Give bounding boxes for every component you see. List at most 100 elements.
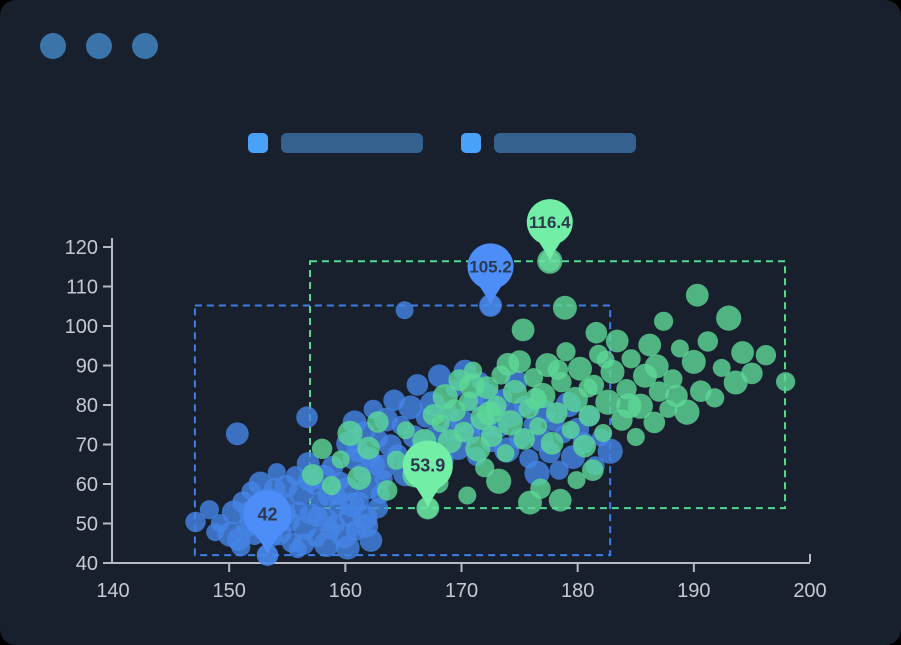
scatter-point[interactable] xyxy=(548,488,572,512)
scatter-point[interactable] xyxy=(335,535,360,560)
scatter-point[interactable] xyxy=(552,295,577,320)
legend-item-1[interactable] xyxy=(248,133,423,153)
scatter-point[interactable] xyxy=(731,341,754,364)
scatter-point[interactable] xyxy=(681,349,706,374)
scatter-point[interactable] xyxy=(621,349,641,369)
scatter-point[interactable] xyxy=(321,476,341,496)
scatter-point[interactable] xyxy=(597,438,623,464)
series-green-region xyxy=(309,260,787,510)
scatter-point[interactable] xyxy=(578,378,598,398)
scatter-point[interactable] xyxy=(540,431,564,455)
scatter-point[interactable] xyxy=(453,421,474,443)
scatter-point[interactable] xyxy=(594,424,613,442)
scatter-point[interactable] xyxy=(654,311,674,331)
scatter-point[interactable] xyxy=(595,389,621,415)
scatter-point[interactable] xyxy=(616,393,642,419)
scatter-point[interactable] xyxy=(568,356,592,381)
scatter-point[interactable] xyxy=(549,460,569,480)
scatter-point[interactable] xyxy=(523,368,544,388)
y-tick-label: 60 xyxy=(76,474,98,496)
scatter-point[interactable] xyxy=(367,411,389,433)
scatter-point[interactable] xyxy=(347,466,372,491)
scatter-point[interactable] xyxy=(712,358,731,377)
scatter-point[interactable] xyxy=(396,421,415,440)
window-dot-2[interactable] xyxy=(86,33,112,59)
scatter-point[interactable] xyxy=(422,404,445,426)
scatter-point[interactable] xyxy=(428,364,451,388)
scatter-point[interactable] xyxy=(573,434,596,458)
scatter-point[interactable] xyxy=(741,362,763,385)
scatter-point[interactable] xyxy=(547,359,569,380)
scatter-point[interactable] xyxy=(406,374,429,396)
scatter-point[interactable] xyxy=(578,404,601,427)
scatter-point[interactable] xyxy=(582,459,604,482)
scatter-point[interactable] xyxy=(357,436,380,460)
scatter-point[interactable] xyxy=(502,380,527,404)
scatter-point[interactable] xyxy=(395,301,414,320)
scatter-point[interactable] xyxy=(705,388,725,408)
scatter-point[interactable] xyxy=(311,438,333,459)
scatter-point[interactable] xyxy=(496,444,515,463)
scatter-point[interactable] xyxy=(546,402,568,424)
scatter-point[interactable] xyxy=(231,537,251,557)
scatter-point[interactable] xyxy=(529,417,548,436)
scatter-point[interactable] xyxy=(596,350,615,369)
scatter-point[interactable] xyxy=(685,283,709,307)
scatter-point[interactable] xyxy=(480,425,503,448)
scatter-point[interactable] xyxy=(567,471,586,490)
series-green-annotation-pin: 116.4 xyxy=(526,199,573,272)
scatter-point[interactable] xyxy=(302,464,324,486)
scatter-point[interactable] xyxy=(314,531,340,558)
x-tick-label: 190 xyxy=(677,580,710,602)
scatter-point[interactable] xyxy=(626,428,645,446)
scatter-point[interactable] xyxy=(288,540,307,559)
scatter-point[interactable] xyxy=(605,329,629,353)
scatter-point[interactable] xyxy=(486,468,512,494)
window-dot-1[interactable] xyxy=(40,33,66,59)
scatter-point[interactable] xyxy=(556,342,576,362)
pin-bulb-icon xyxy=(243,490,292,539)
scatter-point[interactable] xyxy=(496,352,520,376)
scatter-point[interactable] xyxy=(561,420,580,439)
scatter-point[interactable] xyxy=(225,422,249,446)
scatter-point[interactable] xyxy=(386,450,406,470)
window-dot-3[interactable] xyxy=(132,33,158,59)
x-tick-label: 170 xyxy=(445,580,478,602)
scatter-point[interactable] xyxy=(525,387,547,410)
scatter-point[interactable] xyxy=(477,401,502,426)
scatter-point[interactable] xyxy=(643,411,666,434)
scatter-point[interactable] xyxy=(755,345,777,366)
scatter-point[interactable] xyxy=(199,500,219,520)
scatter-point[interactable] xyxy=(475,458,495,478)
scatter-point[interactable] xyxy=(398,395,423,420)
scatter-point[interactable] xyxy=(458,486,477,505)
scatter-point[interactable] xyxy=(185,511,206,533)
scatter-point[interactable] xyxy=(670,339,689,358)
scatter-point[interactable] xyxy=(513,428,535,450)
scatter-point[interactable] xyxy=(206,523,225,542)
scatter-point[interactable] xyxy=(663,369,683,389)
y-tick-label: 90 xyxy=(76,356,98,378)
scatter-point[interactable] xyxy=(307,506,328,527)
scatter-point[interactable] xyxy=(339,492,365,518)
scatter-point[interactable] xyxy=(354,513,379,538)
x-tick-label: 150 xyxy=(212,580,245,602)
scatter-point[interactable] xyxy=(776,372,796,392)
scatter-point[interactable] xyxy=(459,373,485,399)
scatter-point[interactable] xyxy=(530,478,551,499)
scatter-point[interactable] xyxy=(674,399,700,425)
scatter-point[interactable] xyxy=(296,406,318,429)
scatter-point[interactable] xyxy=(716,305,742,331)
scatter-point[interactable] xyxy=(585,321,608,344)
scatter-point[interactable] xyxy=(644,354,669,379)
scatter-point[interactable] xyxy=(638,333,662,357)
scatter-point[interactable] xyxy=(337,420,363,446)
scatter-point[interactable] xyxy=(511,318,535,342)
scatter-point[interactable] xyxy=(377,480,398,501)
scatter-point[interactable] xyxy=(497,410,523,436)
legend-item-2[interactable] xyxy=(461,133,636,153)
scatter-point[interactable] xyxy=(331,450,350,469)
scatter-point[interactable] xyxy=(697,331,718,352)
scatter-point[interactable] xyxy=(648,381,670,402)
